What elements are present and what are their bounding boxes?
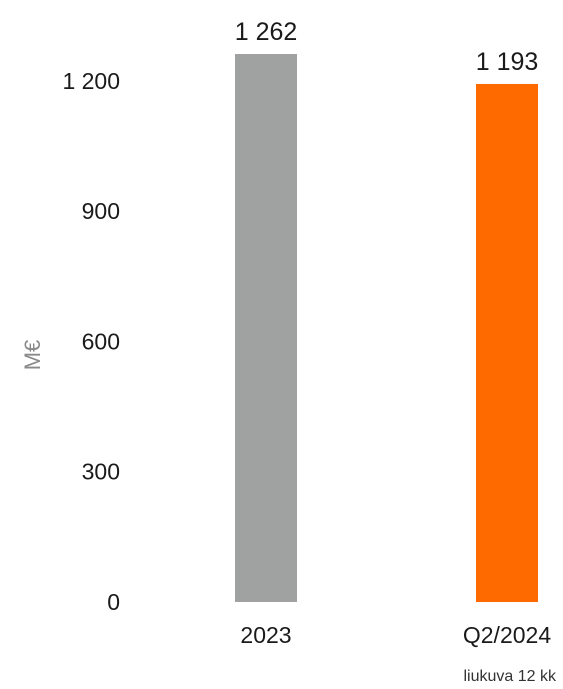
data-label: 1 193 bbox=[476, 48, 539, 76]
y-tick-label: 900 bbox=[82, 198, 120, 224]
bar-2023 bbox=[235, 54, 297, 602]
y-tick-label: 0 bbox=[107, 589, 120, 615]
bar-q2-2024 bbox=[476, 83, 538, 602]
x-axis-category-labels: 2023 Q2/2024 bbox=[240, 622, 551, 648]
data-label: 1 262 bbox=[235, 18, 298, 46]
y-tick-label: 1 200 bbox=[62, 68, 120, 94]
y-axis-ticks: 0 300 600 900 1 200 bbox=[62, 68, 120, 615]
y-tick-label: 300 bbox=[82, 459, 120, 485]
y-tick-label: 600 bbox=[82, 328, 120, 354]
bars bbox=[235, 54, 538, 602]
x-category-label: Q2/2024 bbox=[463, 622, 551, 648]
footnote: liukuva 12 kk bbox=[464, 668, 557, 685]
y-axis-title: M€ bbox=[20, 340, 45, 371]
x-category-label: 2023 bbox=[240, 622, 291, 648]
data-labels: 1 262 1 193 bbox=[235, 18, 539, 76]
